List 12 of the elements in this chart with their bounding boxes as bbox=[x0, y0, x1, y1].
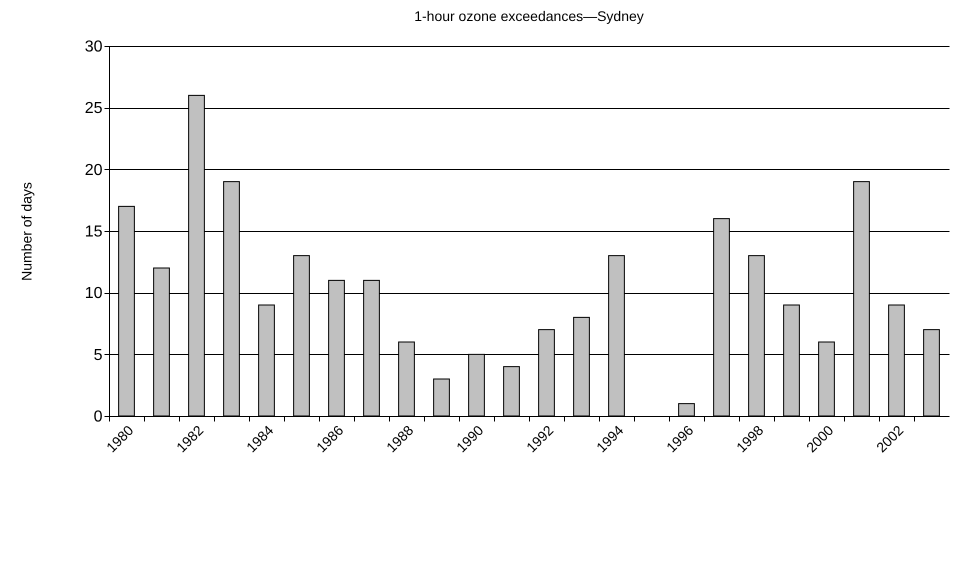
y-tick-label: 0 bbox=[94, 408, 103, 426]
chart-title: 1-hour ozone exceedances—Sydney bbox=[414, 8, 644, 24]
y-tick-label: 30 bbox=[84, 38, 103, 56]
bar bbox=[503, 366, 520, 416]
y-tick-label: 20 bbox=[84, 162, 103, 179]
bar bbox=[678, 403, 695, 416]
y-tick-label: 10 bbox=[84, 285, 103, 302]
y-tick-label: 15 bbox=[84, 224, 103, 240]
bar bbox=[433, 378, 450, 416]
y-tick-label: 5 bbox=[94, 346, 103, 364]
y-tick-label: 25 bbox=[84, 100, 103, 118]
y-axis-title: Number of days bbox=[18, 182, 35, 281]
